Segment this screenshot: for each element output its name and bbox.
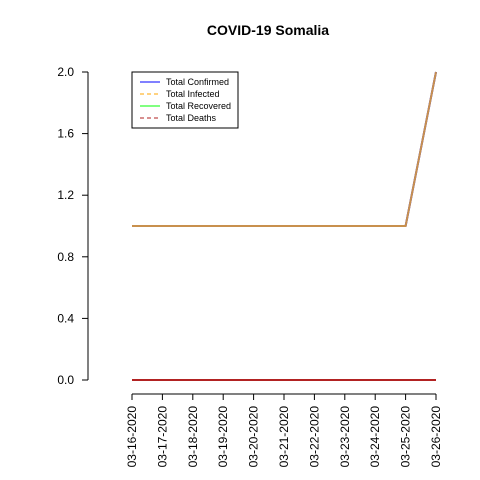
x-tick-label: 03-16-2020: [125, 406, 139, 468]
y-tick-label: 1.6: [57, 127, 74, 141]
legend-label: Total Recovered: [166, 101, 231, 111]
x-tick-label: 03-25-2020: [399, 406, 413, 468]
y-tick-label: 2.0: [57, 65, 74, 79]
x-tick-label: 03-26-2020: [429, 406, 443, 468]
legend-box: [131, 71, 239, 129]
plot-lines: [132, 71, 437, 381]
x-tick-label: 03-23-2020: [338, 406, 352, 468]
x-tick-label: 03-21-2020: [277, 406, 291, 468]
x-axis: 03-16-2020 03-17-2020 03-18-2020 03-19-2020…: [125, 393, 443, 468]
legend-label: Total Infected: [166, 89, 220, 99]
x-tick-label: 03-19-2020: [216, 406, 230, 468]
x-tick-label: 03-17-2020: [155, 406, 169, 468]
y-tick-label: 1.2: [57, 188, 74, 202]
y-tick-label: 0.4: [57, 311, 74, 325]
x-tick-label: 03-24-2020: [368, 406, 382, 468]
chart-title: COVID-19 Somalia: [207, 22, 329, 38]
legend-label: Total Deaths: [166, 113, 217, 123]
x-tick-label: 03-22-2020: [307, 406, 321, 468]
x-tick-label: 03-18-2020: [186, 406, 200, 468]
series-line-total-infected: [132, 71, 437, 227]
legend-label: Total Confirmed: [166, 77, 229, 87]
y-tick-label: 0.8: [57, 250, 74, 264]
y-axis: 0.0 0.4 0.8 1.2 1.6 2.0: [57, 65, 89, 387]
legend: Total Confirmed Total Infected Total Recov…: [131, 71, 239, 129]
x-tick-label: 03-20-2020: [247, 406, 261, 468]
y-tick-label: 0.0: [57, 373, 74, 387]
